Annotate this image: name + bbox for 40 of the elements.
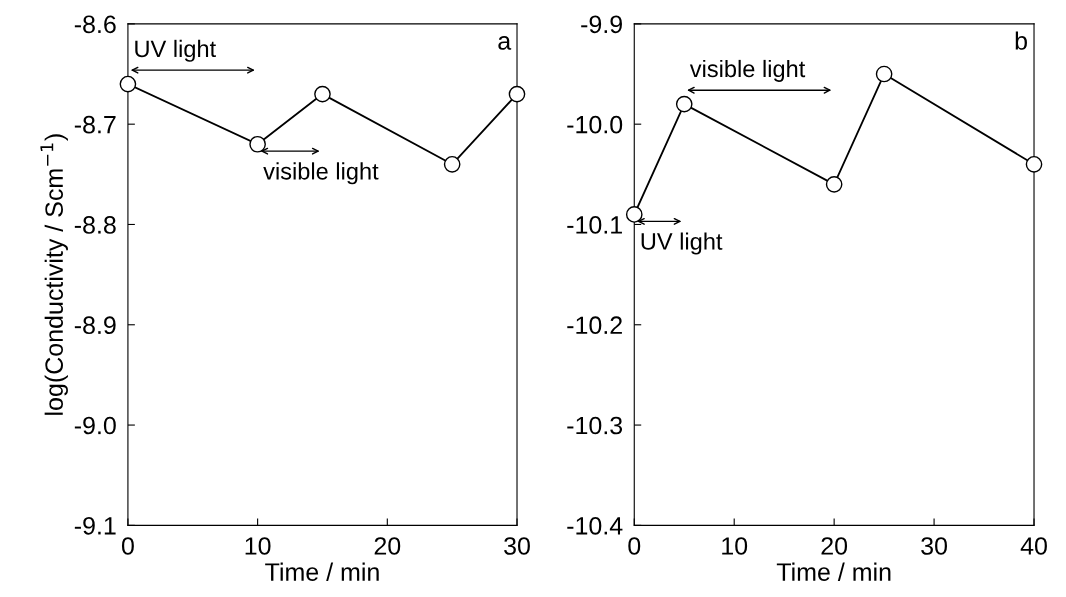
annotation: b: [1015, 31, 1027, 50]
y-tick-label: -8.7: [74, 115, 116, 134]
point: [119, 75, 137, 93]
y-tick-label: -8.6: [74, 15, 116, 34]
y-tick-label: -10.4: [567, 516, 623, 535]
point: [625, 206, 643, 223]
x-axis-title: Time / min: [265, 562, 379, 581]
point: [249, 135, 266, 153]
y-tick-label: -10.1: [567, 216, 622, 234]
x-tick-label: 30: [921, 537, 948, 555]
annotation: visible light: [263, 162, 379, 185]
x-tick-label: 30: [504, 537, 530, 555]
x-tick-label: 0: [121, 537, 134, 555]
y-tick-label: -8.8: [74, 216, 116, 234]
y-tick-label: -9.9: [581, 15, 622, 34]
x-axis-title: Time / min: [776, 562, 891, 581]
x-tick-label: 10: [722, 537, 748, 555]
point: [508, 85, 526, 103]
x-tick-label: 20: [374, 537, 401, 555]
point: [825, 176, 843, 193]
x-tick-label: 40: [1020, 537, 1047, 555]
point: [314, 85, 331, 103]
y-tick-label: -10.2: [567, 316, 622, 335]
x-tick-label: 20: [821, 537, 848, 555]
point: [443, 155, 461, 173]
point: [1025, 155, 1043, 173]
y-tick-label: -10.3: [567, 416, 623, 435]
point: [675, 95, 693, 113]
annotation: UV light: [135, 39, 216, 62]
y-tick-label: -9.1: [74, 516, 116, 535]
x-tick-label: 10: [245, 537, 271, 555]
x-tick-label: 0: [628, 537, 641, 555]
y-tick-label: -10.0: [567, 115, 623, 134]
y-axis-title: log(Conductivity / Scm$^{−1}$): [40, 134, 68, 415]
annotation: a: [498, 36, 512, 50]
y-tick-label: -8.9: [74, 316, 116, 335]
point: [875, 65, 893, 83]
annotation: UV light: [641, 232, 723, 255]
y-tick-label: -9.0: [74, 416, 116, 435]
annotation: visible light: [689, 59, 806, 82]
